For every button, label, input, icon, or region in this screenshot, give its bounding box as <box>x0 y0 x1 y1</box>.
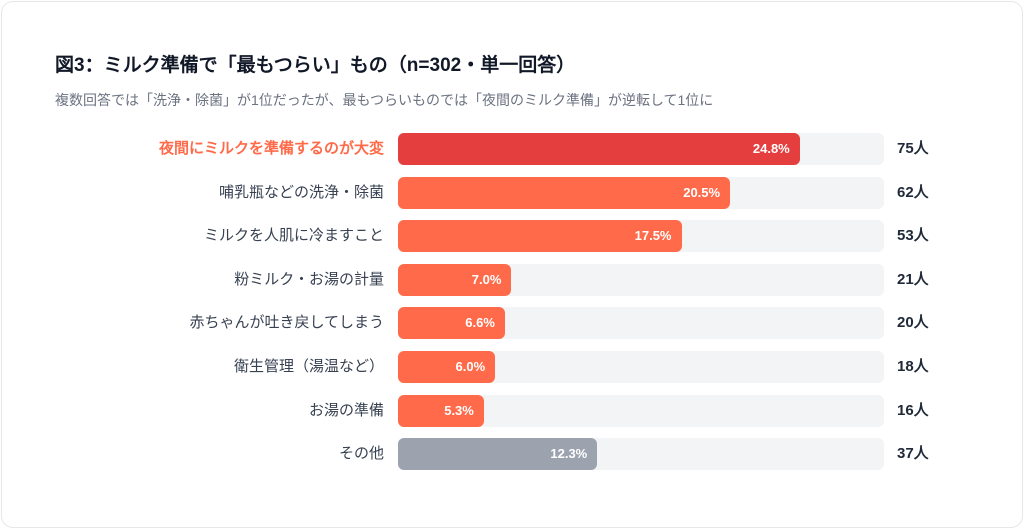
category-label: 哺乳瓶などの洗浄・除菌 <box>218 183 384 201</box>
bar-row: 哺乳瓶などの洗浄・除菌 20.5% 62人 <box>0 176 1024 209</box>
value-label: 12.3% <box>550 446 588 462</box>
value-label: 17.5% <box>634 228 672 244</box>
bar-row: 夜間にミルクを準備するのが大変 24.8% 75人 <box>0 133 1024 165</box>
count-label: 16人 <box>897 401 929 419</box>
bar: 20.5% <box>398 176 731 209</box>
bar: 24.8% <box>398 133 800 165</box>
category-label: その他 <box>338 445 384 463</box>
bar-row: 衛生管理（湯温など） 6.0% 18人 <box>0 351 1024 383</box>
category-label: 衛生管理（湯温など） <box>233 358 384 375</box>
bar-track: 20.5% <box>398 176 884 209</box>
bar: 6.0% <box>398 351 496 383</box>
bar: 5.3% <box>398 394 484 427</box>
bar: 17.5% <box>398 220 682 253</box>
bar-track: 6.0% <box>398 351 884 383</box>
bar-row: お湯の準備 5.3% 16人 <box>0 394 1024 427</box>
category-label: お湯の準備 <box>308 401 384 419</box>
category-label: 赤ちゃんが吐き戻してしまう <box>189 314 384 332</box>
bar-track: 6.6% <box>398 307 884 340</box>
bar-track: 7.0% <box>398 263 884 296</box>
chart-subtitle: 複数回答では「洗浄・除菌」が1位だったが、最もつらいものでは「夜間のミルク準備」… <box>55 92 714 108</box>
bar-track: 24.8% <box>398 133 884 165</box>
value-label: 20.5% <box>683 184 721 200</box>
bar-row: 粉ミルク・お湯の計量 7.0% 21人 <box>0 263 1024 296</box>
value-label: 7.0% <box>471 271 502 287</box>
value-label: 5.3% <box>444 402 474 418</box>
category-label: ミルクを人肌に冷ますこと <box>203 227 384 245</box>
bar-row: 赤ちゃんが吐き戻してしまう 6.6% 20人 <box>0 307 1024 340</box>
chart-title: 図3：ミルク準備で「最もつらい」もの（n=302・単一回答） <box>55 55 576 76</box>
bar-track: 5.3% <box>398 394 884 427</box>
count-label: 53人 <box>897 227 929 245</box>
bar: 7.0% <box>398 263 512 296</box>
value-label: 6.6% <box>465 315 495 331</box>
bar-track: 17.5% <box>398 220 884 253</box>
count-label: 20人 <box>897 314 929 332</box>
bar-row: ミルクを人肌に冷ますこと 17.5% 53人 <box>0 220 1024 253</box>
count-label: 18人 <box>897 358 929 375</box>
category-label: 粉ミルク・お湯の計量 <box>234 270 384 288</box>
bar-row: その他 12.3% 37人 <box>0 438 1024 471</box>
bar: 12.3% <box>398 438 598 471</box>
count-label: 75人 <box>897 140 929 157</box>
bar-track: 12.3% <box>398 438 884 471</box>
count-label: 37人 <box>897 445 929 463</box>
count-label: 21人 <box>897 270 929 288</box>
value-label: 24.8% <box>752 141 790 156</box>
value-label: 6.0% <box>455 359 486 374</box>
bar: 6.6% <box>398 307 505 340</box>
count-label: 62人 <box>897 183 929 201</box>
category-label: 夜間にミルクを準備するのが大変 <box>158 140 384 157</box>
